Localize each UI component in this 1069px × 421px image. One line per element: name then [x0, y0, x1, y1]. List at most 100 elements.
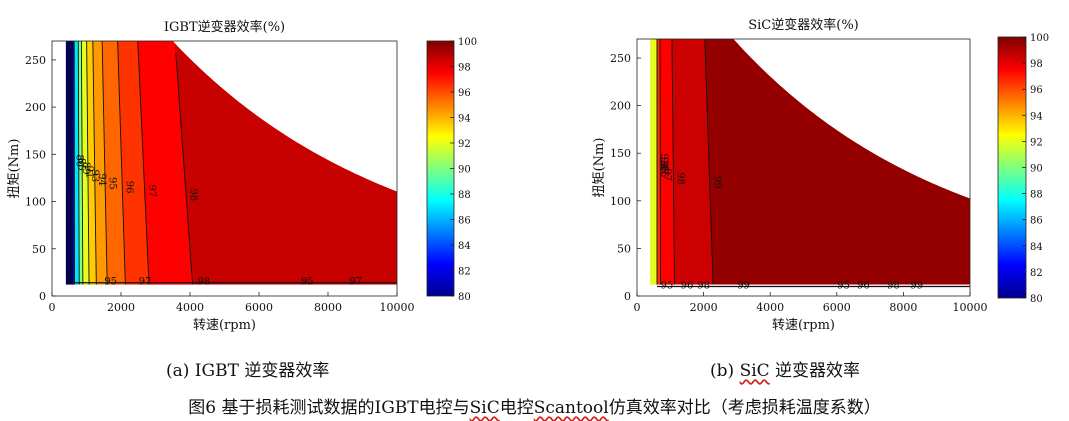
igbt-contour-label-97: 97	[146, 185, 157, 198]
igbt-x-tick-label: 0	[49, 301, 56, 314]
sic-colorbar-tick-label: 90	[1030, 164, 1043, 175]
igbt-bottom-label: 97	[349, 277, 362, 288]
igbt-left-mask	[52, 41, 66, 296]
sic-y-axis-label: 扭矩(Nm)	[592, 138, 607, 198]
igbt-colorbar	[426, 40, 455, 297]
sic-colorbar-tick-label: 98	[1030, 59, 1043, 70]
sic-x-tick-label: 2000	[690, 301, 718, 314]
sic-y-tick-label: 50	[617, 242, 631, 255]
sic-contour-label-95: 95	[658, 161, 669, 174]
igbt-x-tick-label: 8000	[314, 301, 342, 314]
sic-contour-label-96: 96	[658, 165, 669, 178]
igbt-contour-label-89: 89	[80, 162, 91, 175]
igbt-y-tick-label: 50	[32, 243, 46, 256]
igbt-colorbar-tick-label: 86	[458, 216, 471, 227]
sic-bottom-label: 96	[857, 280, 870, 291]
sic-x-tick-label: 10000	[953, 301, 988, 314]
igbt-contour-label-96: 96	[124, 181, 135, 194]
sic-contour-99	[704, 38, 714, 285]
sic-contour-98	[671, 38, 675, 285]
figure-caption: 图6 基于损耗测试数据的IGBT电控与SiC电控Scantool仿真效率对比（考…	[0, 393, 1069, 418]
igbt-colorbar-tick-label: 88	[458, 190, 471, 201]
igbt-colorbar-tick-label: 98	[458, 63, 471, 74]
sic-contour-label-94: 94	[658, 157, 669, 170]
sic-x-axis-label: 转速(rpm)	[772, 318, 835, 333]
sic-colorbar-tick-label: 80	[1030, 294, 1043, 305]
igbt-colorbar-tick-label: 92	[458, 139, 471, 150]
sic-x-tick-label: 8000	[889, 301, 917, 314]
igbt-contour-97	[137, 40, 150, 285]
sic-colorbar-tick-label: 88	[1030, 190, 1043, 201]
igbt-y-axis-label: 扭矩(Nm)	[7, 139, 22, 199]
igbt-colorbar-tick-label: 100	[458, 37, 477, 48]
igbt-colorbar-tick-label: 80	[458, 292, 471, 303]
igbt-contour-93	[86, 40, 90, 285]
igbt-colorbar-tick-label: 90	[458, 165, 471, 176]
sic-colorbar-tick-label: 86	[1030, 216, 1043, 227]
igbt-colorbar-tick-label: 96	[458, 88, 471, 99]
igbt-contour-label-95: 95	[106, 177, 117, 190]
sic-colorbar-tick-label: 94	[1030, 111, 1043, 122]
igbt-contour-label-94: 94	[96, 173, 107, 186]
igbt-contour-label-91: 91	[83, 166, 94, 179]
caption-b-prefix: (b)	[710, 361, 740, 381]
sic-colorbar-tick-label: 100	[1030, 33, 1049, 44]
igbt-bottom-label: 95	[301, 277, 314, 288]
igbt-colorbar-tick-label: 84	[458, 241, 471, 252]
igbt-contour-98	[174, 54, 194, 285]
sic-bottom-label: 96	[681, 280, 694, 291]
sic-bottom-label: 98	[887, 280, 900, 291]
igbt-bottom-mask	[52, 284, 397, 296]
sic-colorbar	[997, 36, 1027, 299]
sic-bottom-label: 95	[661, 280, 674, 291]
sic-y-tick-label: 100	[610, 195, 631, 208]
sic-x-tick-label: 0	[634, 301, 641, 314]
igbt-bottom-label: 98	[197, 277, 210, 288]
sic-y-tick-label: 150	[610, 147, 631, 160]
igbt-axes-frame	[51, 40, 398, 297]
igbt-bottom-label: 95	[104, 277, 117, 288]
igbt-contour-label-93: 93	[89, 169, 100, 182]
igbt-contour-95	[101, 40, 108, 285]
igbt-colorbar-tick-label: 94	[458, 114, 471, 125]
igbt-x-axis-label: 转速(rpm)	[193, 318, 256, 333]
igbt-y-tick-label: 0	[39, 290, 46, 303]
igbt-x-tick-label: 2000	[107, 301, 135, 314]
sic-bottom-mask	[637, 284, 970, 296]
caption-b-sic: SiC	[739, 361, 770, 381]
igbt-chart-title: IGBT逆变器效率(%)	[164, 19, 285, 35]
sic-band-93	[650, 39, 657, 285]
figure-caption-part1: 图6 基于损耗测试数据的IGBT电控与	[188, 398, 470, 418]
sic-bottom-label: 99	[910, 280, 923, 291]
sic-contour-97	[659, 38, 661, 285]
sic-axes-frame	[636, 38, 971, 297]
sic-chart-title: SiC逆变器效率(%)	[748, 17, 859, 33]
sic-contour-label-93: 93	[658, 153, 669, 166]
igbt-contour-label-80: 80	[74, 154, 85, 167]
igbt-y-tick-label: 100	[25, 196, 46, 209]
igbt-y-tick-label: 250	[25, 54, 46, 67]
figure-caption-part3: 仿真效率对比（考虑损耗温度系数）	[608, 398, 881, 418]
sic-y-tick-label: 0	[624, 290, 631, 303]
sic-band-top	[656, 39, 970, 285]
igbt-y-tick-label: 200	[25, 101, 46, 114]
igbt-band-80	[65, 41, 73, 285]
sic-y-tick-label: 250	[610, 52, 631, 65]
sic-bottom-label: 95	[837, 280, 850, 291]
igbt-x-tick-label: 6000	[245, 301, 273, 314]
igbt-contour-label-85: 85	[75, 158, 86, 171]
sic-bottom-label: 98	[697, 280, 710, 291]
igbt-x-tick-label: 10000	[380, 301, 415, 314]
caption-b-suffix: 逆变器效率	[769, 361, 861, 381]
igbt-x-tick-label: 4000	[176, 301, 204, 314]
sic-y-tick-label: 200	[610, 100, 631, 113]
sic-contour-label-98: 98	[675, 172, 686, 185]
igbt-contour-96	[117, 40, 126, 285]
caption-a: (a) IGBT 逆变器效率	[166, 361, 330, 381]
sic-colorbar-tick-label: 82	[1030, 268, 1043, 279]
igbt-y-tick-label: 150	[25, 148, 46, 161]
sic-x-tick-label: 6000	[823, 301, 851, 314]
igbt-contour-label-98: 98	[188, 188, 199, 201]
